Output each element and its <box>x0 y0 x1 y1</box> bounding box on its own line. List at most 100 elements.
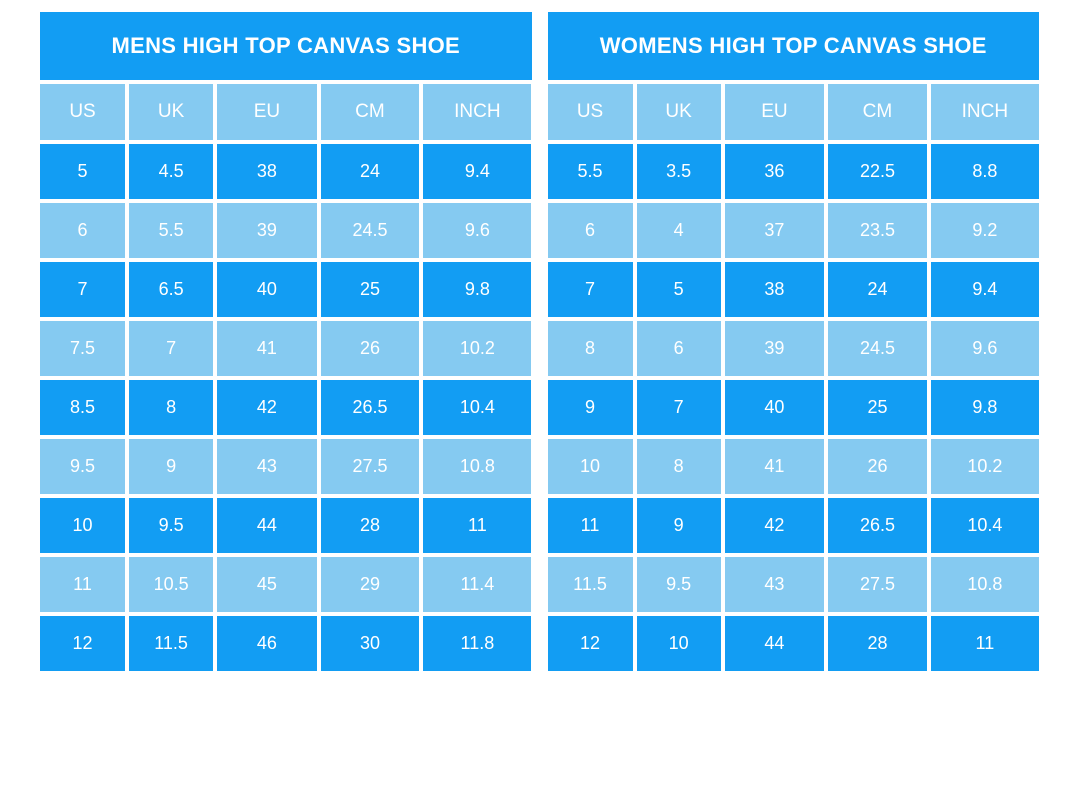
table-cell: 44 <box>217 498 317 553</box>
table-cell: 30 <box>320 616 420 671</box>
table-cell: 7.5 <box>40 321 126 376</box>
table-row: 7 5 38 24 9.4 <box>547 262 1040 317</box>
table-cell: 39 <box>217 203 317 258</box>
table-cell: 10.4 <box>423 380 532 435</box>
table-cell: 3.5 <box>636 144 721 199</box>
table-cell: 7 <box>129 321 214 376</box>
table-cell: 11.5 <box>129 616 214 671</box>
header-cell: INCH <box>423 84 532 140</box>
table-cell: 9.8 <box>930 380 1039 435</box>
table-cell: 46 <box>217 616 317 671</box>
table-row: 10 8 41 26 10.2 <box>547 439 1040 494</box>
table-cell: 8 <box>547 321 633 376</box>
table-cell: 42 <box>724 498 825 553</box>
table-cell: 11.5 <box>547 557 633 612</box>
table-cell: 26.5 <box>828 498 927 553</box>
table-cell: 38 <box>724 262 825 317</box>
table-cell: 10.8 <box>930 557 1039 612</box>
table-cell: 5 <box>40 144 126 199</box>
table-cell: 10.4 <box>930 498 1039 553</box>
womens-size-table: WOMENS HIGH TOP CANVAS SHOE US UK EU CM INCH… <box>547 12 1040 671</box>
table-cell: 11 <box>40 557 126 612</box>
table-header-row: US UK EU CM INCH <box>547 84 1040 140</box>
table-cell: 27.5 <box>828 557 927 612</box>
table-cell: 24.5 <box>320 203 420 258</box>
header-cell: US <box>547 84 633 140</box>
table-cell: 26 <box>320 321 420 376</box>
header-cell: US <box>40 84 126 140</box>
womens-table-title: WOMENS HIGH TOP CANVAS SHOE <box>547 12 1039 80</box>
table-cell: 4 <box>636 203 721 258</box>
table-cell: 10.2 <box>930 439 1039 494</box>
table-row: 7.5 7 41 26 10.2 <box>40 321 532 376</box>
table-cell: 23.5 <box>828 203 927 258</box>
table-cell: 6.5 <box>129 262 214 317</box>
table-cell: 29 <box>320 557 420 612</box>
table-row: 12 10 44 28 11 <box>547 616 1040 671</box>
table-row: 11 9 42 26.5 10.4 <box>547 498 1040 553</box>
table-cell: 43 <box>217 439 317 494</box>
table-row: 9 7 40 25 9.8 <box>547 380 1040 435</box>
header-cell: EU <box>724 84 825 140</box>
table-cell: 6 <box>40 203 126 258</box>
table-cell: 26 <box>828 439 927 494</box>
table-cell: 10.8 <box>423 439 532 494</box>
table-cell: 9.5 <box>636 557 721 612</box>
table-cell: 27.5 <box>320 439 420 494</box>
table-cell: 38 <box>217 144 317 199</box>
table-cell: 11.4 <box>423 557 532 612</box>
table-cell: 11 <box>547 498 633 553</box>
table-body: 5 4.5 38 24 9.4 6 5.5 39 24.5 9.6 7 6.5 40 25 9.8 7.5 7 4… <box>40 144 532 671</box>
table-cell: 25 <box>320 262 420 317</box>
table-cell: 10.2 <box>423 321 532 376</box>
header-cell: UK <box>129 84 214 140</box>
table-cell: 11 <box>930 616 1039 671</box>
table-cell: 5 <box>636 262 721 317</box>
table-cell: 24.5 <box>828 321 927 376</box>
table-cell: 41 <box>724 439 825 494</box>
table-cell: 22.5 <box>828 144 927 199</box>
table-cell: 5.5 <box>547 144 633 199</box>
mens-table-title: MENS HIGH TOP CANVAS SHOE <box>40 12 532 80</box>
table-cell: 26.5 <box>320 380 420 435</box>
table-cell: 7 <box>636 380 721 435</box>
table-cell: 5.5 <box>129 203 214 258</box>
table-body: 5.5 3.5 36 22.5 8.8 6 4 37 23.5 9.2 7 5 38 24 9.4 8 6 39 2… <box>547 144 1040 671</box>
table-row: 6 5.5 39 24.5 9.6 <box>40 203 532 258</box>
mens-size-table: MENS HIGH TOP CANVAS SHOE US UK EU CM INCH 5… <box>40 12 532 671</box>
table-cell: 8 <box>129 380 214 435</box>
table-cell: 12 <box>40 616 126 671</box>
table-cell: 24 <box>320 144 420 199</box>
table-cell: 7 <box>547 262 633 317</box>
table-cell: 25 <box>828 380 927 435</box>
header-cell: UK <box>636 84 721 140</box>
table-cell: 8.8 <box>930 144 1039 199</box>
table-cell: 28 <box>320 498 420 553</box>
table-cell: 9 <box>636 498 721 553</box>
table-cell: 37 <box>724 203 825 258</box>
table-row: 11 10.5 45 29 11.4 <box>40 557 532 612</box>
table-row: 11.5 9.5 43 27.5 10.8 <box>547 557 1040 612</box>
table-cell: 10.5 <box>129 557 214 612</box>
table-row: 5 4.5 38 24 9.4 <box>40 144 532 199</box>
table-cell: 8 <box>636 439 721 494</box>
table-cell: 9 <box>547 380 633 435</box>
table-row: 7 6.5 40 25 9.8 <box>40 262 532 317</box>
header-cell: CM <box>828 84 927 140</box>
table-cell: 42 <box>217 380 317 435</box>
table-cell: 40 <box>217 262 317 317</box>
table-cell: 9.6 <box>930 321 1039 376</box>
table-cell: 7 <box>40 262 126 317</box>
table-cell: 9.4 <box>423 144 532 199</box>
header-cell: INCH <box>930 84 1039 140</box>
table-cell: 9.5 <box>40 439 126 494</box>
table-cell: 41 <box>217 321 317 376</box>
table-row: 5.5 3.5 36 22.5 8.8 <box>547 144 1040 199</box>
table-cell: 6 <box>547 203 633 258</box>
table-cell: 24 <box>828 262 927 317</box>
table-cell: 9.8 <box>423 262 532 317</box>
table-cell: 36 <box>724 144 825 199</box>
size-charts-container: MENS HIGH TOP CANVAS SHOE US UK EU CM INCH 5… <box>40 12 1040 671</box>
table-cell: 39 <box>724 321 825 376</box>
table-cell: 11 <box>423 498 532 553</box>
